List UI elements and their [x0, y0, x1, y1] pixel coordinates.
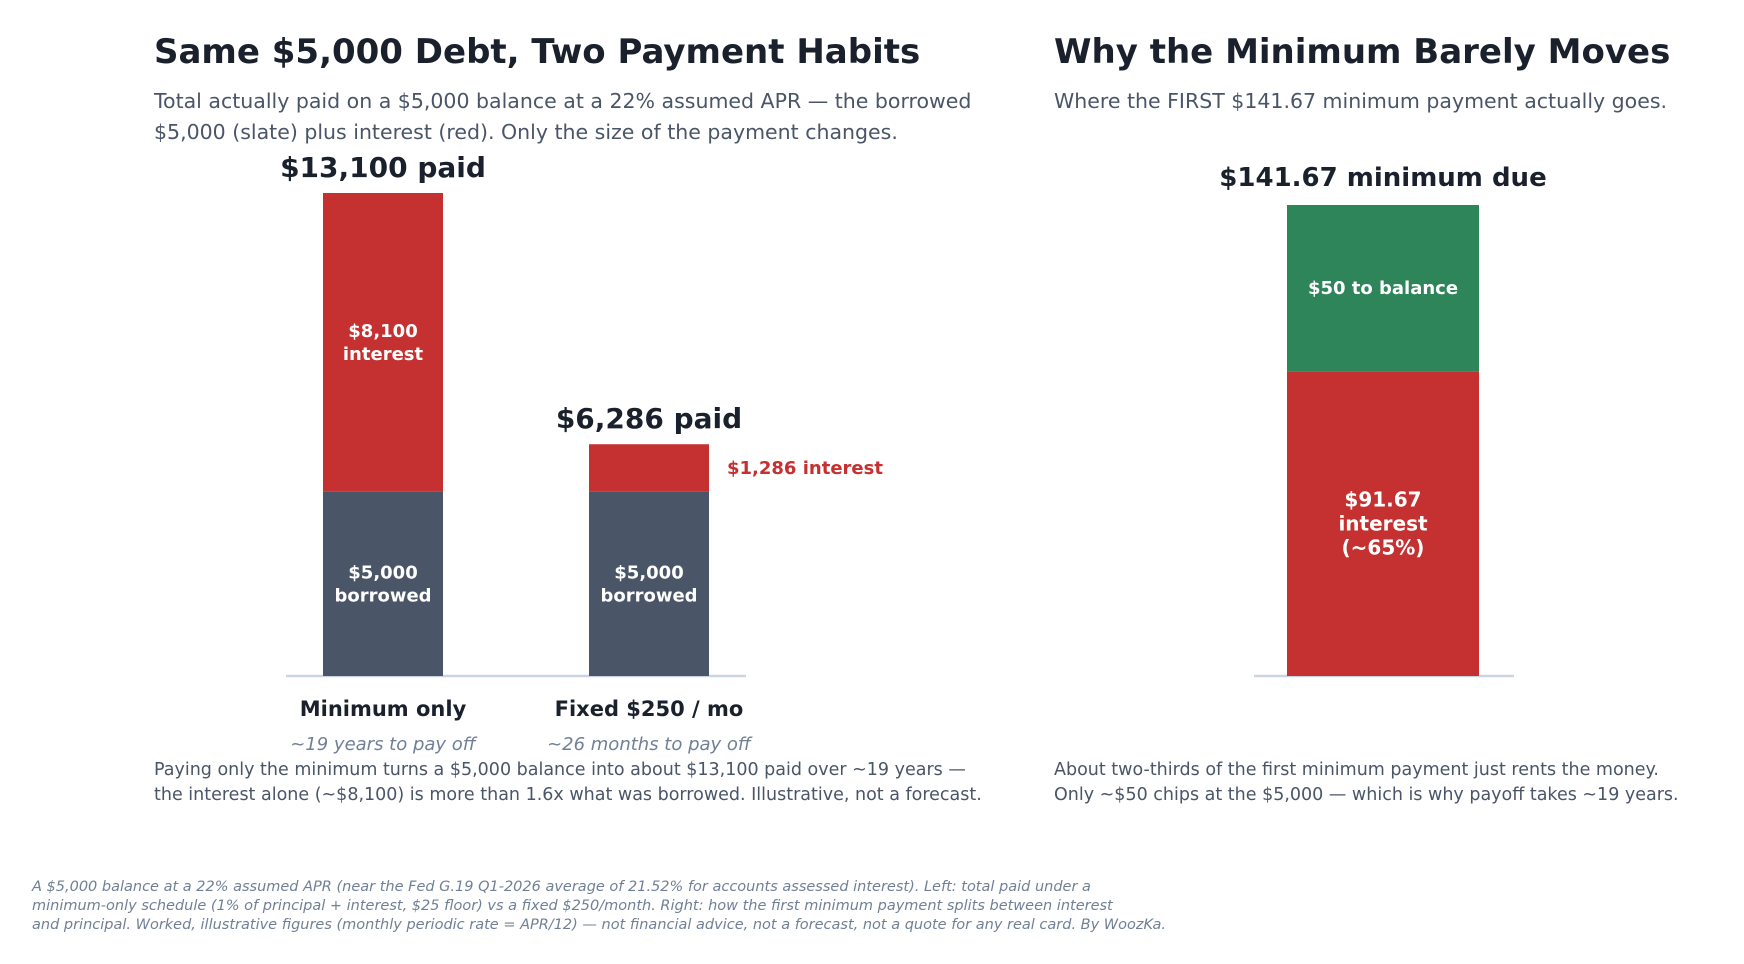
left-chart-caption: Paying only the minimum turns a $5,000 b… — [154, 758, 1034, 808]
total-paid-label: $13,100 paid — [280, 151, 486, 184]
minimum-due-label: $141.67 minimum due — [1219, 163, 1546, 193]
category-label: Minimum only — [300, 697, 467, 721]
borrowed-label: $5,000 borrowed — [600, 562, 697, 606]
right-caption-line-1: About two-thirds of the first minimum pa… — [1054, 760, 1659, 780]
right-chart-caption: About two-thirds of the first minimum pa… — [1054, 758, 1744, 808]
right-caption-line-2: Only ~$50 chips at the $5,000 — which is… — [1054, 785, 1679, 805]
bar-borrowed — [323, 491, 443, 676]
footnote-line-2: minimum-only schedule (1% of principal +… — [32, 898, 1113, 914]
footnote-line-3: and principal. Worked, illustrative figu… — [32, 917, 1166, 933]
category-label: Fixed $250 / mo — [555, 697, 744, 721]
left-subtitle-line-2: $5,000 (slate) plus interest (red). Only… — [154, 120, 898, 144]
interest-label: $91.67 interest (~65%) — [1338, 488, 1428, 560]
footnote-line-1: A $5,000 balance at a 22% assumed APR (n… — [32, 879, 1091, 895]
payoff-time-label: ~26 months to pay off — [547, 734, 753, 755]
borrowed-label: $5,000 borrowed — [334, 562, 431, 606]
left-chart-title: Same $5,000 Debt, Two Payment Habits — [154, 32, 921, 72]
left-caption-line-2: the interest alone (~$8,100) is more tha… — [154, 785, 982, 805]
payoff-time-label: ~19 years to pay off — [290, 734, 478, 755]
bar-interest — [1287, 371, 1479, 676]
principal-label: $50 to balance — [1308, 278, 1458, 299]
bar-interest — [589, 444, 709, 492]
interest-label: $8,100 interest — [343, 320, 424, 364]
footnote: A $5,000 balance at a 22% assumed APR (n… — [32, 878, 1432, 935]
interest-label: $1,286 interest — [727, 457, 883, 478]
bar-principal — [1287, 205, 1479, 372]
right-chart-subtitle: Where the FIRST $141.67 minimum payment … — [1054, 89, 1668, 113]
left-subtitle-line-1: Total actually paid on a $5,000 balance … — [154, 89, 972, 113]
left-chart-subtitle: Total actually paid on a $5,000 balance … — [154, 86, 1034, 148]
bar-interest — [323, 193, 443, 492]
total-paid-label: $6,286 paid — [556, 402, 742, 435]
bar-borrowed — [589, 491, 709, 676]
left-caption-line-1: Paying only the minimum turns a $5,000 b… — [154, 760, 966, 780]
right-chart-title: Why the Minimum Barely Moves — [1054, 32, 1671, 72]
